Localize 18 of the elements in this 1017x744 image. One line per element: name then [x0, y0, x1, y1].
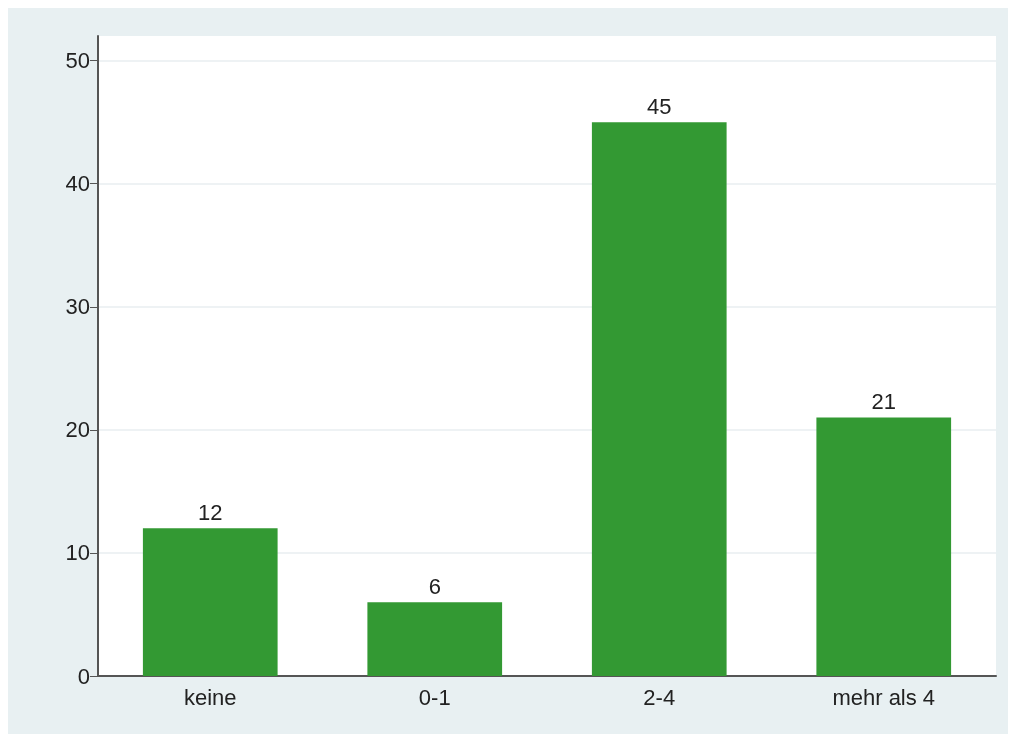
- y-tick-label: 40: [65, 171, 90, 197]
- y-tick-label: 50: [65, 48, 90, 74]
- bar: [816, 417, 952, 676]
- y-tick-label: 20: [65, 417, 90, 443]
- x-tick-label: keine: [183, 684, 237, 710]
- y-tick-label: 30: [65, 294, 90, 320]
- data-label: 21: [871, 389, 896, 415]
- x-tick-label: mehr als 4: [832, 684, 936, 710]
- data-label: 12: [198, 499, 223, 525]
- data-label: 45: [647, 93, 672, 119]
- x-tick-label: 0-1: [418, 684, 451, 710]
- y-tick-label: 10: [65, 540, 90, 566]
- data-label: 6: [428, 573, 441, 599]
- bar: [591, 122, 727, 676]
- bar: [142, 528, 278, 676]
- y-tick-label: 0: [77, 663, 90, 689]
- x-tick-label: 2-4: [643, 684, 676, 710]
- bar: [367, 602, 503, 676]
